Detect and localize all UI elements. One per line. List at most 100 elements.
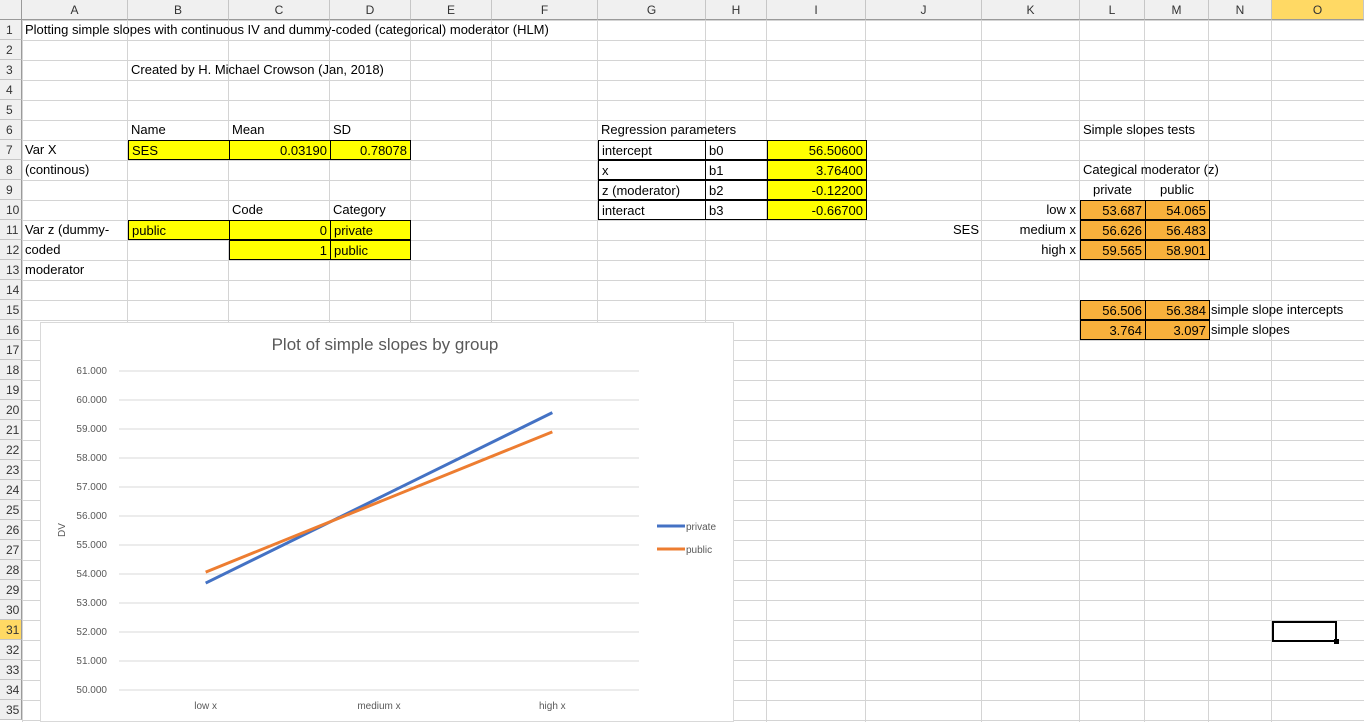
row-header-30[interactable]: 30 (0, 600, 22, 620)
simple-slope-public-cell[interactable]: 56.483 (1145, 220, 1210, 240)
simple-slopes-header[interactable]: Simple slopes tests (1083, 122, 1195, 137)
category-header[interactable]: Category (333, 202, 386, 217)
column-header-m[interactable]: M (1145, 0, 1209, 20)
regression-param-cell[interactable]: b0 (705, 140, 768, 160)
slope-public-cell[interactable]: 3.097 (1145, 320, 1210, 340)
row-header-8[interactable]: 8 (0, 160, 22, 180)
row-header-32[interactable]: 32 (0, 640, 22, 660)
row-header-18[interactable]: 18 (0, 360, 22, 380)
intercepts-label[interactable]: simple slope intercepts (1211, 302, 1344, 317)
intercept-private-cell[interactable]: 56.506 (1080, 300, 1146, 320)
var-x-label[interactable]: Var X (25, 142, 57, 157)
row-header-21[interactable]: 21 (0, 420, 22, 440)
column-header-l[interactable]: L (1080, 0, 1145, 20)
var-x-name-cell[interactable]: SES (128, 140, 230, 160)
row-header-6[interactable]: 6 (0, 120, 22, 140)
simple-slope-row-label[interactable]: medium x (1019, 222, 1076, 237)
ses-label[interactable]: SES (952, 222, 979, 237)
row-header-25[interactable]: 25 (0, 500, 22, 520)
row-header-29[interactable]: 29 (0, 580, 22, 600)
row-header-20[interactable]: 20 (0, 400, 22, 420)
regression-label-cell[interactable]: interact (598, 200, 706, 220)
regression-param-cell[interactable]: b3 (705, 200, 768, 220)
regression-header[interactable]: Regression parameters (601, 122, 737, 137)
column-header-e[interactable]: E (411, 0, 492, 20)
var-x-mean-cell[interactable]: 0.03190 (229, 140, 331, 160)
column-header-k[interactable]: K (982, 0, 1080, 20)
simple-slope-private-cell[interactable]: 53.687 (1080, 200, 1146, 220)
row-header-23[interactable]: 23 (0, 460, 22, 480)
regression-param-cell[interactable]: b2 (705, 180, 768, 200)
select-all-corner[interactable] (0, 0, 22, 20)
simple-slope-private-cell[interactable]: 56.626 (1080, 220, 1146, 240)
created-by[interactable]: Created by H. Michael Crowson (Jan, 2018… (131, 62, 384, 77)
code-header[interactable]: Code (232, 202, 264, 217)
var-x-sd-cell[interactable]: 0.78078 (330, 140, 411, 160)
row-header-22[interactable]: 22 (0, 440, 22, 460)
simple-slope-public-cell[interactable]: 58.901 (1145, 240, 1210, 260)
row-header-17[interactable]: 17 (0, 340, 22, 360)
slopes-label[interactable]: simple slopes (1211, 322, 1290, 337)
row-header-27[interactable]: 27 (0, 540, 22, 560)
var-z-label[interactable]: Var z (dummy- (25, 222, 110, 237)
regression-value-cell[interactable]: 3.76400 (767, 160, 867, 180)
simple-slope-row-label[interactable]: high x (1041, 242, 1076, 257)
row-header-34[interactable]: 34 (0, 680, 22, 700)
moderator-header[interactable]: Categical moderator (z) (1083, 162, 1219, 177)
simple-slope-row-label[interactable]: low x (1046, 202, 1076, 217)
category-public-cell[interactable]: public (330, 240, 411, 260)
row-header-13[interactable]: 13 (0, 260, 22, 280)
row-header-28[interactable]: 28 (0, 560, 22, 580)
column-header-d[interactable]: D (330, 0, 411, 20)
regression-value-cell[interactable]: -0.66700 (767, 200, 867, 220)
column-header-n[interactable]: N (1209, 0, 1272, 20)
row-header-4[interactable]: 4 (0, 80, 22, 100)
category-private-cell[interactable]: private (330, 220, 411, 240)
active-cell-selection[interactable] (1272, 621, 1339, 644)
regression-param-cell[interactable]: b1 (705, 160, 768, 180)
column-header-o[interactable]: O (1272, 0, 1364, 20)
code-0-cell[interactable]: 0 (229, 220, 331, 240)
slope-private-cell[interactable]: 3.764 (1080, 320, 1146, 340)
row-header-33[interactable]: 33 (0, 660, 22, 680)
code-1-cell[interactable]: 1 (229, 240, 331, 260)
row-header-26[interactable]: 26 (0, 520, 22, 540)
name-header[interactable]: Name (131, 122, 166, 137)
row-header-5[interactable]: 5 (0, 100, 22, 120)
row-header-14[interactable]: 14 (0, 280, 22, 300)
column-header-c[interactable]: C (229, 0, 330, 20)
sd-header[interactable]: SD (333, 122, 352, 137)
row-header-19[interactable]: 19 (0, 380, 22, 400)
row-header-31[interactable]: 31 (0, 620, 22, 640)
sheet-title[interactable]: Plotting simple slopes with continuous I… (25, 22, 549, 37)
private-col-header[interactable]: private (1092, 182, 1133, 197)
var-z-label-3[interactable]: moderator (25, 262, 85, 277)
simple-slopes-chart[interactable]: Plot of simple slopes by group 50.000 51.0… (40, 322, 734, 722)
intercept-public-cell[interactable]: 56.384 (1145, 300, 1210, 320)
var-z-label-2[interactable]: coded (25, 242, 61, 257)
column-header-j[interactable]: J (866, 0, 982, 20)
regression-label-cell[interactable]: x (598, 160, 706, 180)
simple-slope-private-cell[interactable]: 59.565 (1080, 240, 1146, 260)
simple-slope-public-cell[interactable]: 54.065 (1145, 200, 1210, 220)
row-header-2[interactable]: 2 (0, 40, 22, 60)
row-header-35[interactable]: 35 (0, 700, 22, 720)
column-header-g[interactable]: G (598, 0, 706, 20)
row-header-24[interactable]: 24 (0, 480, 22, 500)
row-header-1[interactable]: 1 (0, 20, 22, 40)
public-col-header[interactable]: public (1160, 182, 1194, 197)
row-header-11[interactable]: 11 (0, 220, 22, 240)
row-header-10[interactable]: 10 (0, 200, 22, 220)
var-z-name-cell[interactable]: public (128, 220, 230, 240)
row-header-7[interactable]: 7 (0, 140, 22, 160)
regression-value-cell[interactable]: 56.50600 (767, 140, 867, 160)
column-header-h[interactable]: H (706, 0, 767, 20)
row-header-3[interactable]: 3 (0, 60, 22, 80)
column-header-f[interactable]: F (492, 0, 598, 20)
column-header-b[interactable]: B (128, 0, 229, 20)
var-x-sublabel[interactable]: (continous) (25, 162, 90, 177)
mean-header[interactable]: Mean (232, 122, 265, 137)
regression-label-cell[interactable]: intercept (598, 140, 706, 160)
column-header-a[interactable]: A (22, 0, 128, 20)
row-header-15[interactable]: 15 (0, 300, 22, 320)
